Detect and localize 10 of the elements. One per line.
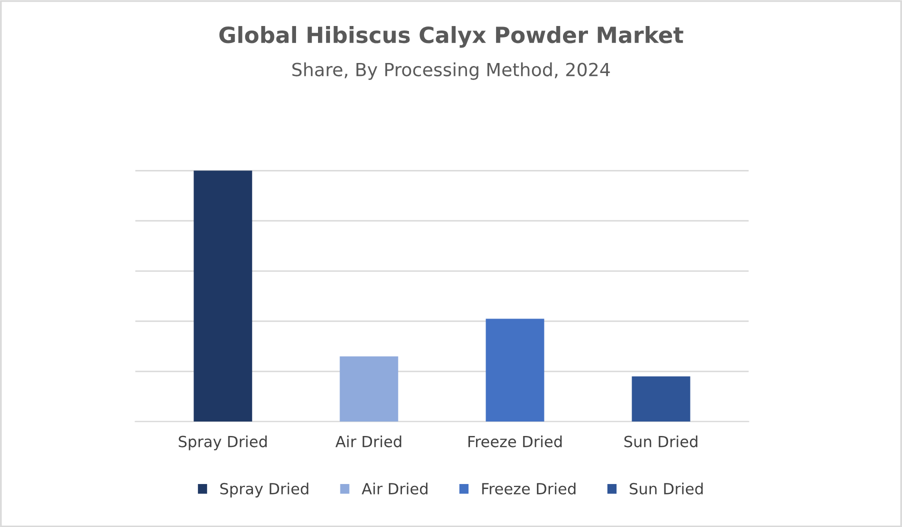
chart-subtitle: Share, By Processing Method, 2024	[292, 62, 610, 80]
legend-label: Air Dried	[362, 482, 428, 494]
x-tick-label: Freeze Dried	[468, 435, 562, 448]
legend-label: Sun Dried	[630, 482, 703, 494]
legend-label: Freeze Dried	[482, 482, 576, 494]
x-tick-label: Air Dried	[335, 435, 402, 448]
chart-title: Global Hibiscus Calyx Powder Market	[219, 26, 684, 48]
x-tick-label: Sun Dried	[624, 435, 698, 448]
legend-label: Spray Dried	[220, 482, 308, 498]
x-tick-label: Spray Dried	[178, 435, 267, 450]
